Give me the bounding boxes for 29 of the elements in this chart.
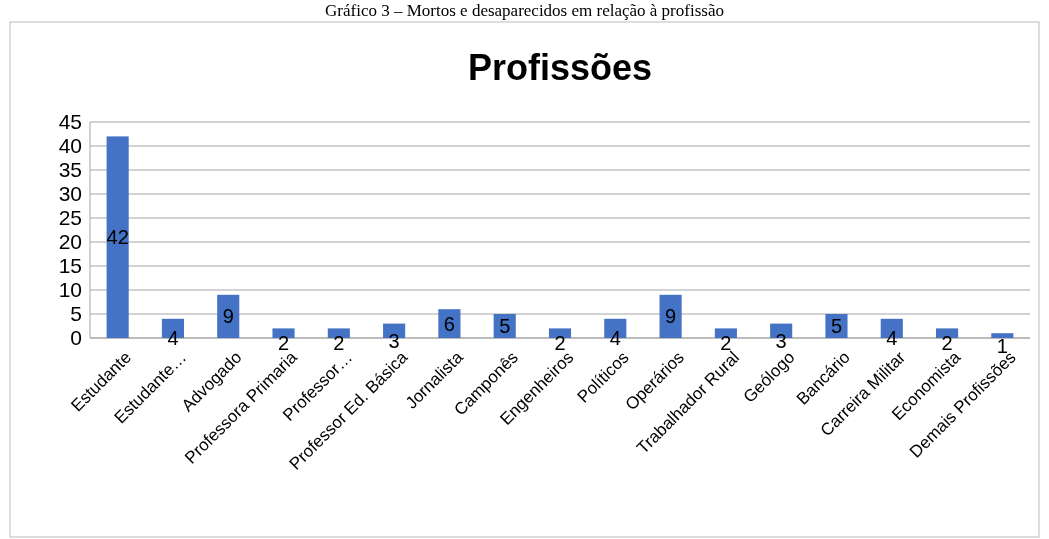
text: Gráfico 3 – Mortos e desaparecidos em relação à profissão (325, 1, 724, 20)
y-tick-label: 40 (58, 134, 82, 158)
bar (272, 328, 295, 338)
y-tick-label: 5 (70, 302, 82, 326)
y-tick-label: 35 (58, 158, 82, 182)
data-label: 2 (554, 332, 566, 355)
y-tick-label: 0 (70, 326, 82, 350)
y-tick-label: 30 (58, 182, 82, 206)
bar (936, 328, 959, 338)
y-tick-label: 20 (58, 230, 82, 254)
bar (327, 328, 350, 338)
data-label: 9 (665, 305, 677, 328)
bar (548, 328, 572, 338)
data-label: 5 (830, 315, 843, 337)
bar (714, 328, 737, 338)
bar (106, 136, 129, 338)
y-tick-label: 10 (58, 278, 82, 302)
chart-title: Profissões (467, 47, 653, 88)
data-label: 6 (443, 312, 455, 335)
y-tick-label: 25 (58, 206, 82, 230)
data-label: 42 (106, 226, 129, 249)
data-label: 2 (277, 332, 290, 355)
data-label: 2 (333, 332, 345, 355)
y-tick-label: 15 (58, 254, 82, 278)
data-label: 9 (222, 305, 234, 328)
data-label: 5 (499, 315, 511, 337)
data-label: 2 (941, 332, 953, 355)
y-tick-label: 45 (58, 110, 82, 134)
bar (991, 333, 1014, 338)
